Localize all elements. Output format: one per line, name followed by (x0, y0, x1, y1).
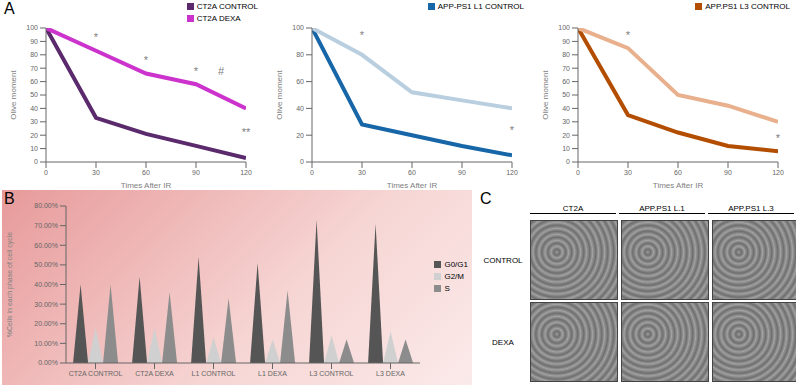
svg-text:30: 30 (92, 169, 100, 176)
svg-text:60: 60 (30, 78, 38, 85)
svg-text:0: 0 (576, 169, 580, 176)
svg-text:Olive moment: Olive moment (541, 70, 550, 120)
html-text:A: A (4, 0, 15, 17)
html-text:APP.PS1 L.1: APP.PS1 L.1 (639, 204, 685, 213)
svg-text:20: 20 (562, 132, 570, 139)
svg-text:#: # (218, 65, 225, 77)
svg-text:*: * (144, 54, 149, 66)
svg-text:0: 0 (34, 158, 38, 165)
svg-text:0: 0 (566, 158, 570, 165)
svg-text:70: 70 (30, 65, 38, 72)
svg-text:90: 90 (458, 169, 466, 176)
svg-text:*: * (510, 124, 515, 136)
svg-text:60: 60 (562, 78, 570, 85)
svg-text:0: 0 (300, 158, 304, 165)
svg-text:10: 10 (30, 145, 38, 152)
html-text:CONTROL: CONTROL (483, 255, 523, 265)
svg-text:90: 90 (562, 38, 570, 45)
svg-text:Times After IR: Times After IR (653, 181, 704, 190)
svg-text:*: * (626, 29, 631, 41)
html-text:B: B (4, 190, 15, 207)
html-text:APP.PS1 L3 CONTROL: APP.PS1 L3 CONTROL (705, 2, 790, 11)
svg-text:Times After IR: Times After IR (387, 181, 438, 190)
svg-text:Olive moment: Olive moment (275, 70, 284, 120)
svg-text:0.00%: 0.00% (38, 359, 58, 366)
svg-text:60: 60 (296, 78, 304, 85)
svg-text:L3 DEXA: L3 DEXA (376, 370, 405, 377)
svg-text:100: 100 (292, 24, 304, 31)
svg-text:50.00%: 50.00% (34, 261, 58, 268)
svg-text:80: 80 (30, 51, 38, 58)
svg-text:10.00%: 10.00% (34, 340, 58, 347)
svg-text:L3 CONTROL: L3 CONTROL (310, 370, 354, 377)
svg-text:30.00%: 30.00% (34, 301, 58, 308)
svg-text:**: ** (242, 126, 251, 138)
svg-text:0: 0 (44, 169, 48, 176)
svg-text:60.00%: 60.00% (34, 242, 58, 249)
svg-text:60: 60 (142, 169, 150, 176)
html-text:S: S (444, 283, 450, 293)
svg-text:100: 100 (26, 24, 38, 31)
svg-text:Times After IR: Times After IR (121, 181, 172, 190)
svg-text:20.00%: 20.00% (34, 320, 58, 327)
svg-text:90: 90 (192, 169, 200, 176)
html-text:CT2A: CT2A (562, 204, 584, 213)
svg-text:L1 DEXA: L1 DEXA (258, 370, 287, 377)
svg-text:30: 30 (562, 118, 570, 125)
html-text:APP.PS1 L.3: APP.PS1 L.3 (728, 204, 774, 213)
html-text:C: C (480, 190, 492, 207)
svg-text:60: 60 (408, 169, 416, 176)
svg-text:120: 120 (240, 169, 252, 176)
svg-text:40: 40 (30, 105, 38, 112)
svg-text:L1 CONTROL: L1 CONTROL (192, 370, 236, 377)
svg-text:Olive moment: Olive moment (9, 70, 18, 120)
svg-text:*: * (94, 31, 99, 43)
svg-text:20: 20 (296, 132, 304, 139)
svg-text:40: 40 (296, 105, 304, 112)
svg-text:50: 50 (562, 91, 570, 98)
svg-text:80: 80 (296, 51, 304, 58)
svg-text:*: * (776, 132, 781, 144)
svg-text:CT2A DEXA: CT2A DEXA (135, 370, 174, 377)
svg-text:90: 90 (724, 169, 732, 176)
svg-text:100: 100 (558, 24, 570, 31)
svg-text:40: 40 (562, 105, 570, 112)
svg-text:10: 10 (562, 145, 570, 152)
html-text:CT2A DEXA: CT2A DEXA (196, 14, 241, 23)
svg-text:0: 0 (310, 169, 314, 176)
svg-text:20: 20 (30, 132, 38, 139)
html-text:APP-PS1 L1 CONTROL: APP-PS1 L1 CONTROL (437, 2, 524, 11)
svg-text:90: 90 (30, 38, 38, 45)
svg-text:70: 70 (562, 65, 570, 72)
svg-text:70.00%: 70.00% (34, 222, 58, 229)
svg-text:80.00%: 80.00% (34, 202, 58, 209)
svg-text:30: 30 (358, 169, 366, 176)
html-text:DEXA: DEXA (492, 337, 514, 347)
svg-text:%Cells in each phase of cell c: %Cells in each phase of cell cycle (6, 232, 14, 338)
svg-text:80: 80 (562, 51, 570, 58)
html-text:G2/M: G2/M (444, 271, 464, 281)
svg-text:30: 30 (30, 118, 38, 125)
svg-text:50: 50 (30, 91, 38, 98)
svg-text:40.00%: 40.00% (34, 281, 58, 288)
svg-text:120: 120 (506, 169, 518, 176)
svg-text:120: 120 (772, 169, 784, 176)
svg-text:30: 30 (624, 169, 632, 176)
html-text:CT2A CONTROL: CT2A CONTROL (196, 2, 258, 11)
svg-text:*: * (194, 65, 199, 77)
svg-text:*: * (360, 29, 365, 41)
html-text:G0/G1: G0/G1 (444, 259, 468, 269)
svg-text:CT2A CONTROL: CT2A CONTROL (69, 370, 123, 377)
svg-text:60: 60 (674, 169, 682, 176)
